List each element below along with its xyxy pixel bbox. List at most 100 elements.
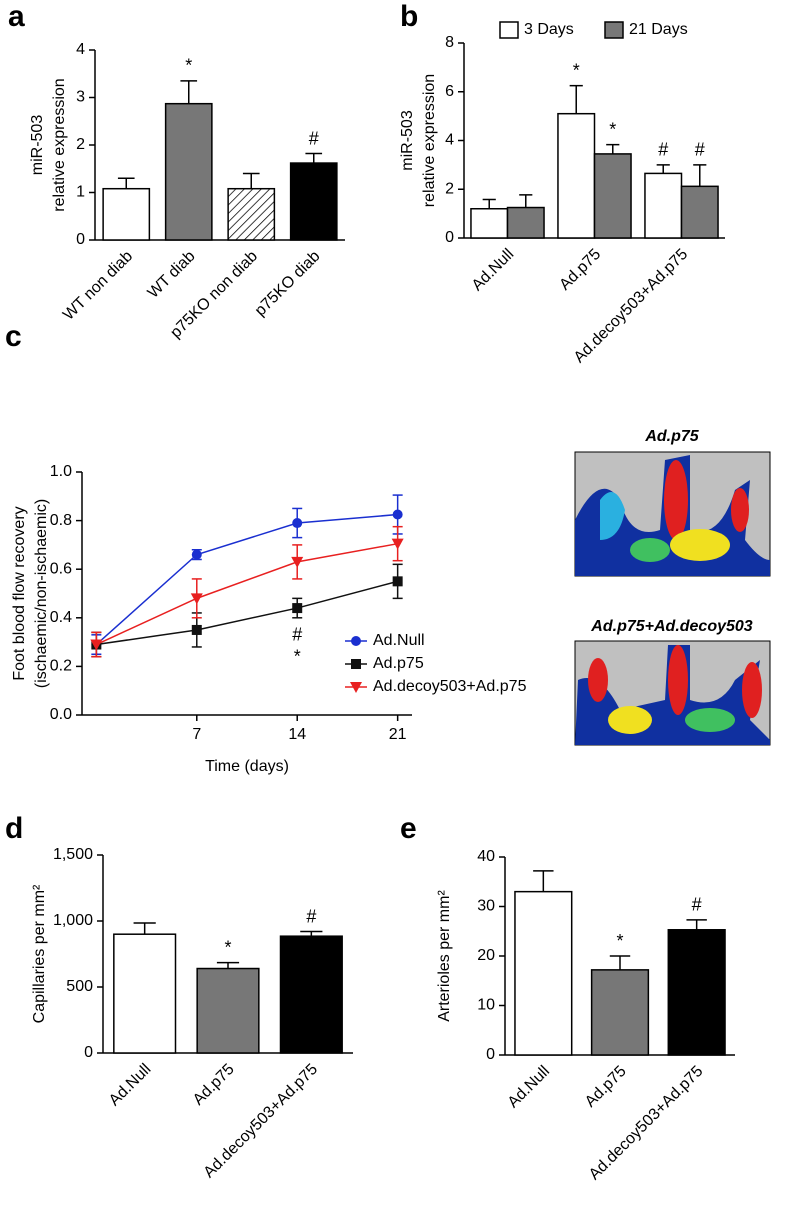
x-tick-label: 14 <box>288 726 306 743</box>
y-tick-label: 4 <box>76 41 85 58</box>
y-tick-label: 0 <box>486 1046 495 1063</box>
x-tick-label: WT non diab <box>60 248 136 324</box>
laser-doppler-image <box>574 451 771 577</box>
x-tick-label: WT diab <box>145 248 199 302</box>
y-tick-label: 1.0 <box>50 463 72 480</box>
y-tick-label: 0 <box>76 231 85 248</box>
legend-label: Ad.Null <box>373 632 425 649</box>
legend-marker <box>351 636 361 646</box>
bar <box>470 208 509 239</box>
y-tick-label: 30 <box>477 898 495 915</box>
y-axis-label: relative expression <box>51 78 68 211</box>
annotation: * <box>294 647 301 667</box>
marker <box>191 624 202 635</box>
y-tick-label: 4 <box>445 132 454 149</box>
y-tick-label: 10 <box>477 997 495 1014</box>
annotation: # <box>692 895 702 915</box>
panel-label: d <box>5 812 23 845</box>
annotation: * <box>224 937 231 957</box>
annotation: * <box>616 931 623 951</box>
y-tick-label: 0.6 <box>50 560 72 577</box>
marker <box>292 603 303 614</box>
panel-label: c <box>5 320 22 353</box>
y-tick-label: 0 <box>84 1044 93 1061</box>
panel-label: b <box>400 0 418 33</box>
y-axis-label: (ischaemic/non-ischaemic) <box>33 499 50 688</box>
bar <box>164 102 213 241</box>
annotation: * <box>185 56 192 76</box>
bar <box>667 929 726 1056</box>
line <box>96 542 398 646</box>
legend-swatch <box>499 21 519 39</box>
legend-marker <box>350 682 362 693</box>
y-tick-label: 1,000 <box>53 912 93 929</box>
marker <box>392 509 403 520</box>
legend-label: Ad.decoy503+Ad.p75 <box>373 678 527 695</box>
annotation: # <box>292 625 302 645</box>
panel-label: e <box>400 812 417 845</box>
marker <box>291 556 304 568</box>
marker <box>391 538 404 550</box>
bar <box>644 172 683 239</box>
bar <box>196 967 260 1054</box>
x-tick-label: Ad.p75 <box>556 246 604 294</box>
legend-marker <box>351 659 361 669</box>
bar <box>593 153 632 239</box>
bar <box>102 187 151 241</box>
y-tick-label: 0.8 <box>50 512 72 529</box>
y-tick-label: 500 <box>66 978 93 995</box>
y-axis-label: Foot blood flow recovery <box>11 506 28 680</box>
y-tick-label: 6 <box>445 83 454 100</box>
x-tick-label: Ad.Null <box>469 246 518 295</box>
x-tick-label: Ad.p75 <box>190 1061 238 1109</box>
x-axis-label: Time (days) <box>205 758 289 775</box>
x-tick-label: p75KO diab <box>252 248 324 320</box>
legend-label: 21 Days <box>629 21 688 38</box>
legend-swatch <box>604 21 624 39</box>
image-title: Ad.p75+Ad.decoy503 <box>590 618 753 635</box>
marker <box>90 639 103 651</box>
line <box>96 580 398 646</box>
y-tick-label: 8 <box>445 34 454 51</box>
marker <box>392 576 403 587</box>
marker <box>292 518 303 529</box>
annotation: * <box>609 119 616 139</box>
annotation: # <box>695 140 705 160</box>
y-tick-label: 2 <box>445 180 454 197</box>
y-axis-label: Capillaries per mm² <box>31 884 48 1023</box>
bar <box>557 112 596 239</box>
bar <box>113 933 177 1054</box>
annotation: # <box>306 906 316 926</box>
legend-label: 3 Days <box>524 21 574 38</box>
y-axis-label: Arterioles per mm² <box>436 890 453 1022</box>
y-tick-label: 0.2 <box>50 658 72 675</box>
bar <box>279 935 343 1054</box>
y-axis-label: relative expression <box>421 74 438 207</box>
bar <box>680 185 719 239</box>
image-title: Ad.p75 <box>644 428 699 445</box>
x-tick-label: Ad.p75 <box>582 1063 630 1111</box>
y-axis-label: miR-503 <box>29 115 46 176</box>
legend-label: Ad.p75 <box>373 655 424 672</box>
y-tick-label: 2 <box>76 136 85 153</box>
y-tick-label: 0 <box>445 229 454 246</box>
bar <box>227 187 276 241</box>
panel-label: a <box>8 0 25 33</box>
x-tick-label: 7 <box>192 726 201 743</box>
marker <box>190 593 203 605</box>
y-tick-label: 0.0 <box>50 706 72 723</box>
bar <box>514 890 573 1056</box>
y-tick-label: 0.4 <box>50 609 72 626</box>
bar <box>506 206 545 239</box>
annotation: # <box>658 140 668 160</box>
bar <box>289 162 338 241</box>
laser-doppler-image <box>574 640 771 746</box>
marker <box>191 549 202 560</box>
annotation: # <box>309 128 319 148</box>
y-tick-label: 1 <box>76 184 85 201</box>
line <box>95 513 398 646</box>
x-tick-label: Ad.Null <box>106 1061 155 1110</box>
x-tick-label: Ad.Null <box>505 1063 554 1112</box>
y-tick-label: 1,500 <box>53 846 93 863</box>
